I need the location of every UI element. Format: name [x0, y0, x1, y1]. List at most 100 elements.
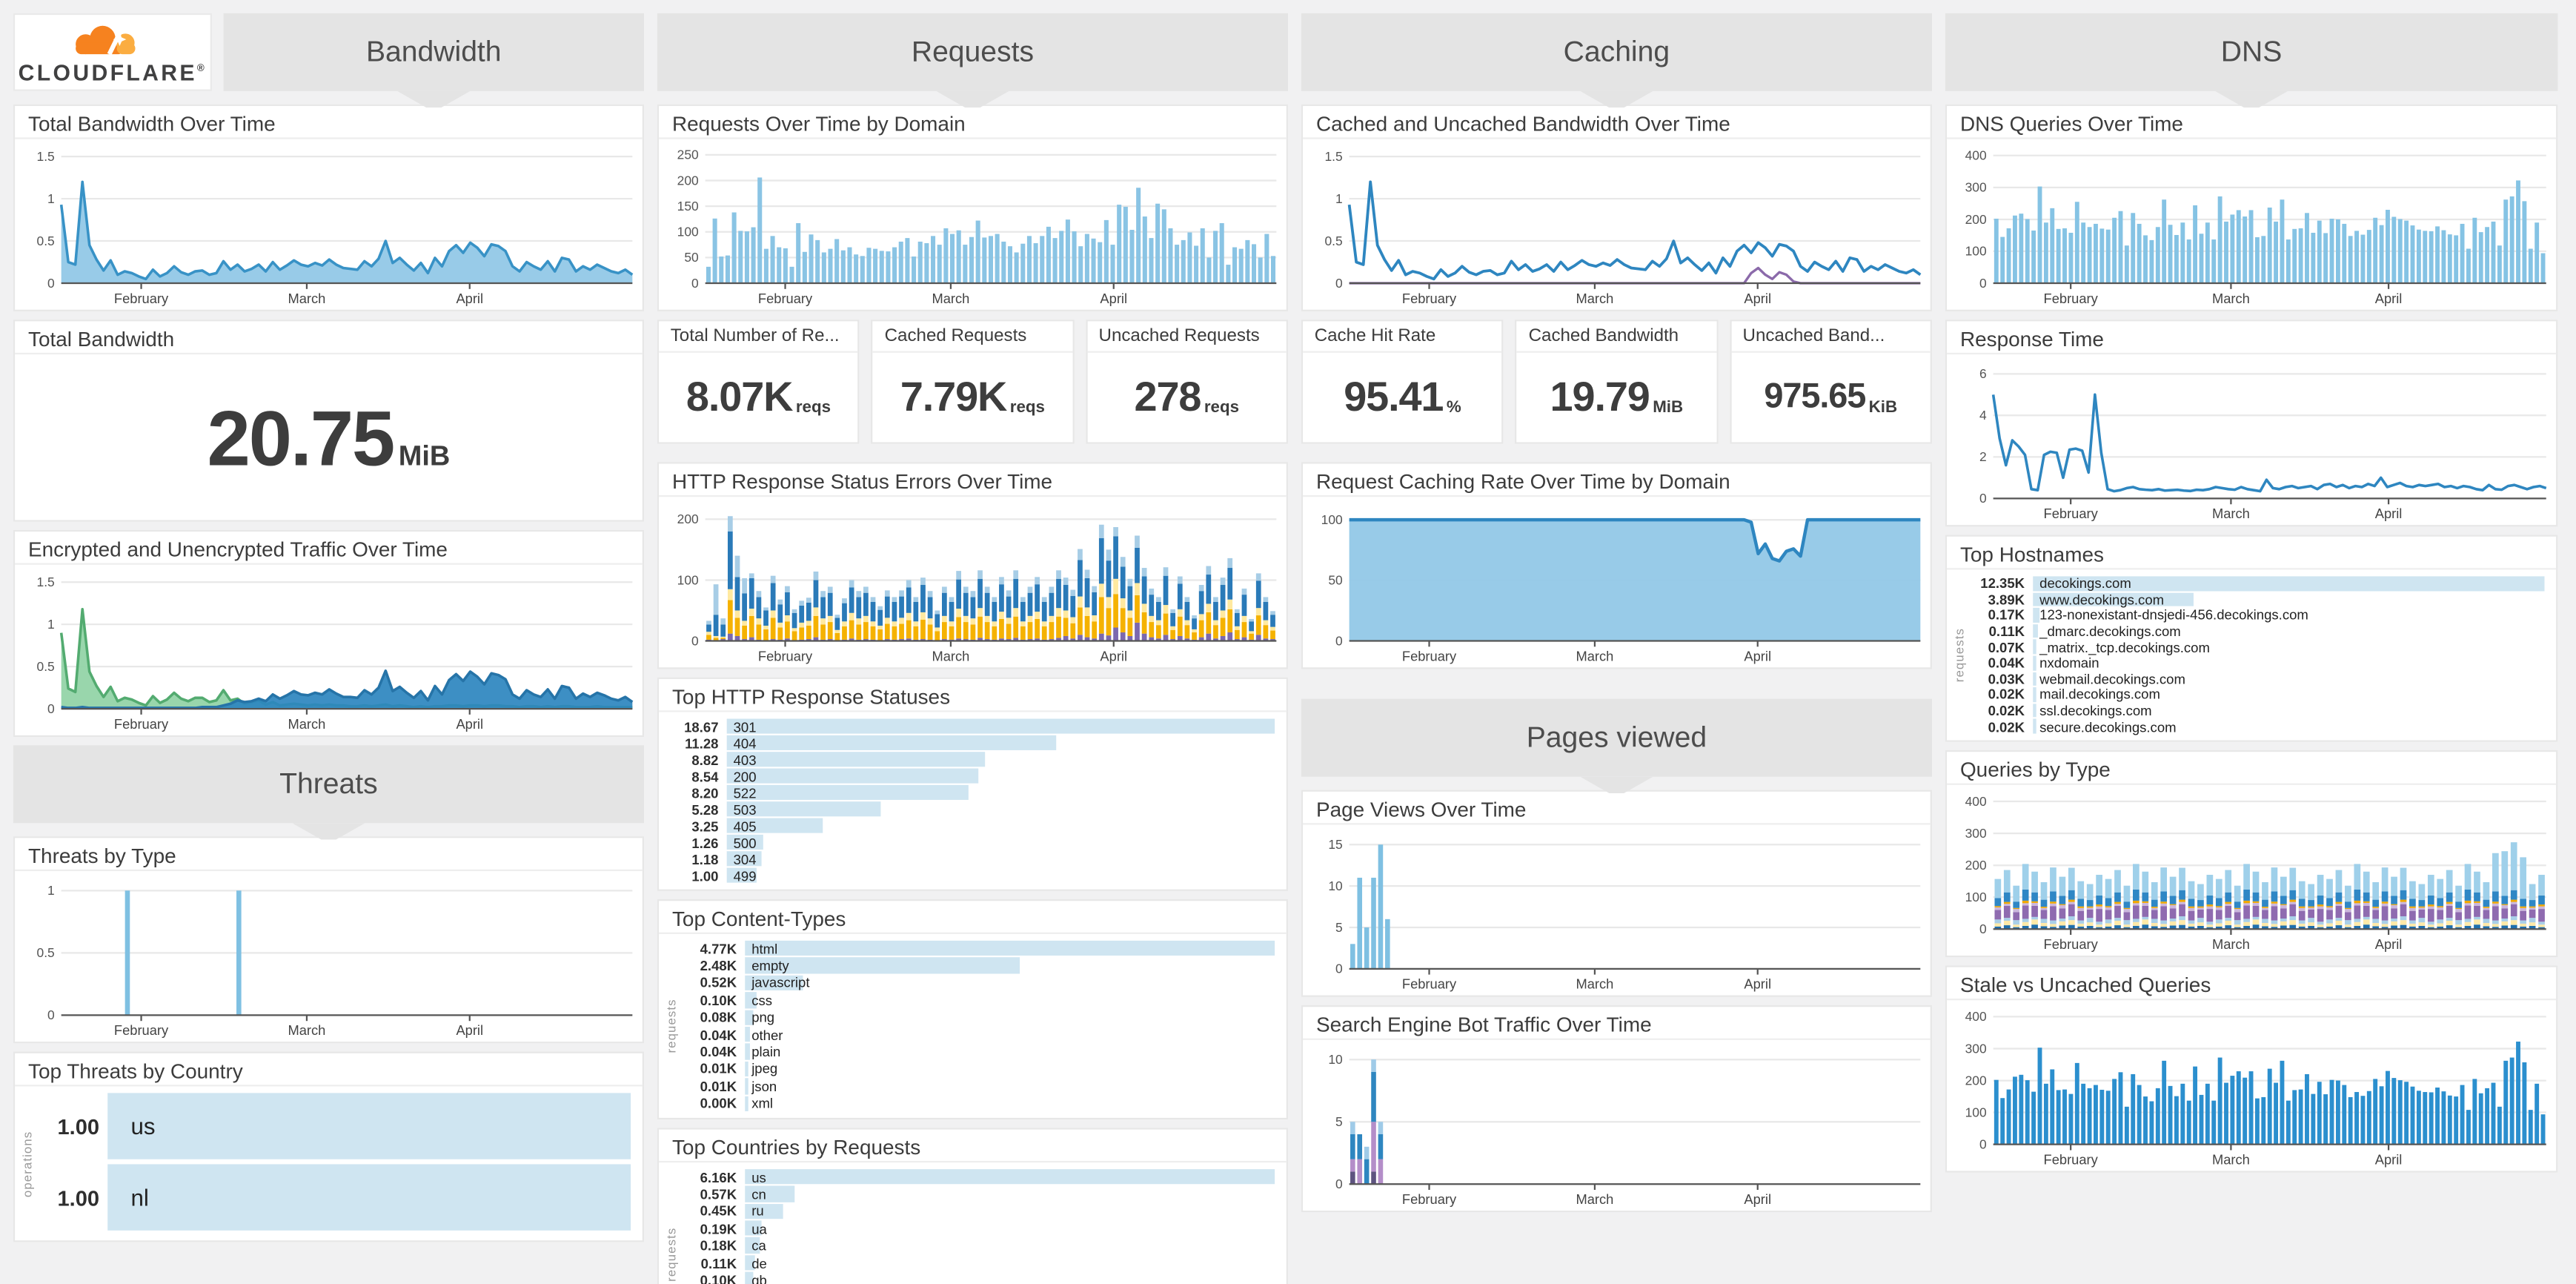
list-row-bar[interactable]	[745, 992, 757, 1008]
list-row[interactable]: 18.67 301	[663, 718, 1275, 735]
chart-encrypted-unencrypted-traffic[interactable]: 0 0.5 1 1.5 February March April	[15, 565, 643, 735]
list-row[interactable]: 1.00 us	[36, 1093, 631, 1159]
list-row[interactable]: 0.01K jpeg	[680, 1061, 1275, 1077]
list-row[interactable]: 0.11K de	[680, 1254, 1275, 1271]
list-row-value: 1.00	[57, 1185, 100, 1210]
list-row[interactable]: 0.57K cn	[680, 1185, 1275, 1202]
list-row[interactable]: 0.01K json	[680, 1077, 1275, 1095]
section-header-dns: DNS	[1945, 13, 2558, 91]
chart-response-time[interactable]: 0 2 4 6 February March April	[1947, 354, 2556, 525]
list-row-label: 200	[733, 767, 757, 784]
list-row[interactable]: 0.52K javascript	[680, 975, 1275, 991]
chart-dns-queries-over-time[interactable]: 0 100 200 300 400 February March April	[1947, 139, 2556, 310]
chart-cached-uncached-bandwidth[interactable]: 0 0.5 1 1.5 February March April	[1303, 139, 1931, 310]
list-row[interactable]: 8.82 403	[663, 751, 1275, 767]
list-row[interactable]: 0.02K ssl.decokings.com	[1968, 702, 2544, 718]
list-row[interactable]: 6.16K us	[680, 1168, 1275, 1185]
list-row-bar[interactable]	[2033, 592, 2194, 607]
list-row-bar[interactable]	[745, 1237, 760, 1254]
list-row-bar[interactable]	[745, 1168, 1275, 1185]
list-row-bar[interactable]	[726, 752, 985, 767]
chart-total-bandwidth-over-time[interactable]: 0 0.5 1 1.5 February March April	[15, 139, 643, 310]
list-row[interactable]: 0.04K plain	[680, 1043, 1275, 1060]
list-row[interactable]: 0.17K 123-nonexistant-dnsjedi-456.decokin…	[1968, 607, 2544, 623]
svg-text:50: 50	[1328, 573, 1342, 588]
list-row-bar[interactable]	[2033, 671, 2036, 686]
list-row[interactable]: 0.45K ru	[680, 1203, 1275, 1220]
chart-stale-vs-uncached-queries[interactable]: 0 100 200 300 400 February March April	[1947, 1000, 2556, 1171]
list-row[interactable]: 3.89K www.decokings.com	[1968, 591, 2544, 608]
list-row-bar[interactable]	[745, 1061, 748, 1077]
list-row-bar[interactable]	[745, 1220, 762, 1237]
list-row-bar[interactable]	[726, 768, 979, 784]
list-row[interactable]: 8.20 522	[663, 784, 1275, 801]
list-row-bar[interactable]	[2033, 687, 2036, 702]
list-row-bar[interactable]	[745, 940, 1275, 956]
list-row[interactable]: 0.03K webmail.decokings.com	[1968, 670, 2544, 686]
chart-requests-over-time-by-domain[interactable]: 0 50 100 150 200 250 February March April	[659, 139, 1287, 310]
card-title: Encrypted and Unencrypted Traffic Over T…	[15, 532, 643, 565]
list-row[interactable]: 0.18K ca	[680, 1237, 1275, 1254]
list-row-bar[interactable]	[726, 718, 1275, 734]
list-row-bar[interactable]	[2033, 719, 2036, 734]
list-row-bar[interactable]	[745, 1095, 748, 1111]
list-row-bar[interactable]	[2033, 576, 2545, 591]
chart-threats-by-type[interactable]: 0 0.5 1 February March April	[15, 871, 643, 1042]
chart-search-engine-bot-traffic[interactable]: 0 5 10 February March April	[1303, 1040, 1931, 1211]
list-row-label: json	[751, 1077, 777, 1095]
list-row[interactable]: 0.10K gb	[680, 1271, 1275, 1284]
list-row[interactable]: 0.04K other	[680, 1026, 1275, 1042]
list-row-bar[interactable]	[745, 1009, 754, 1025]
list-row-bar[interactable]	[745, 958, 1020, 974]
list-row-bar[interactable]	[2033, 608, 2040, 623]
list-row[interactable]: 12.35K decokings.com	[1968, 575, 2545, 592]
list-row[interactable]: 3.25 405	[663, 817, 1275, 834]
svg-text:200: 200	[1965, 212, 1987, 227]
list-row-bar[interactable]	[745, 1186, 794, 1202]
list-row-bar[interactable]	[745, 1254, 755, 1271]
list-row[interactable]: 8.54 200	[663, 767, 1275, 784]
list-row-bar[interactable]	[726, 867, 757, 883]
list-row-bar[interactable]	[745, 1078, 748, 1094]
list-row-bar[interactable]	[2033, 640, 2036, 655]
list-row[interactable]: 4.77K html	[680, 940, 1275, 957]
list-row-bar[interactable]	[2033, 703, 2036, 718]
list-row[interactable]: 0.02K mail.decokings.com	[1968, 686, 2544, 703]
list-row-bar[interactable]	[745, 1203, 784, 1220]
list-row[interactable]: 0.07K _matrix._tcp.decokings.com	[1968, 639, 2544, 655]
list-row-bar[interactable]	[745, 975, 803, 991]
list-row[interactable]: 5.28 503	[663, 801, 1275, 817]
list-row-bar[interactable]	[745, 1026, 751, 1042]
list-row-bar[interactable]	[726, 801, 880, 817]
list-row[interactable]: 0.19K ua	[680, 1220, 1275, 1237]
list-row[interactable]: 0.08K png	[680, 1009, 1275, 1025]
chart-http-response-status-errors[interactable]: 0 100 200 February March April	[659, 497, 1287, 667]
list-row[interactable]: 0.11K _dmarc.decokings.com	[1968, 623, 2544, 639]
list-row[interactable]: 1.26 500	[663, 834, 1275, 850]
list-row-bar[interactable]	[745, 1044, 750, 1060]
chart-page-views-over-time[interactable]: 0 5 10 15 February March April	[1303, 824, 1931, 995]
list-row-bar[interactable]	[2033, 623, 2038, 638]
list-row[interactable]: 0.02K secure.decokings.com	[1968, 718, 2544, 735]
list-row[interactable]: 0.04K nxdomain	[1968, 655, 2544, 671]
list-row-bar[interactable]	[107, 1164, 631, 1231]
list-row[interactable]: 1.00 nl	[36, 1164, 631, 1231]
chart-queries-by-type[interactable]: 0 100 200 300 400 February March April	[1947, 785, 2556, 956]
list-row-bar[interactable]	[726, 851, 762, 867]
list-row-bar[interactable]	[726, 735, 1056, 750]
list-row-bar[interactable]	[726, 784, 968, 800]
list-row[interactable]: 0.10K css	[680, 992, 1275, 1008]
list-row-bar[interactable]	[726, 834, 764, 850]
chart-request-caching-rate[interactable]: 0 50 100 February March April	[1303, 497, 1931, 667]
list-row[interactable]: 1.00 499	[663, 867, 1275, 884]
list-row-bar[interactable]	[107, 1093, 631, 1159]
list-row[interactable]: 1.18 304	[663, 850, 1275, 867]
list-row[interactable]: 2.48K empty	[680, 957, 1275, 974]
list-row[interactable]: 0.00K xml	[680, 1095, 1275, 1111]
list-row-bar[interactable]	[745, 1272, 754, 1284]
list-row[interactable]: 11.28 404	[663, 735, 1275, 751]
svg-text:March: March	[288, 1022, 326, 1038]
stat-card-total-requests: Total Number of Re... 8.07K reqs	[657, 320, 860, 444]
list-row-bar[interactable]	[726, 818, 823, 833]
list-row-bar[interactable]	[2033, 655, 2036, 670]
